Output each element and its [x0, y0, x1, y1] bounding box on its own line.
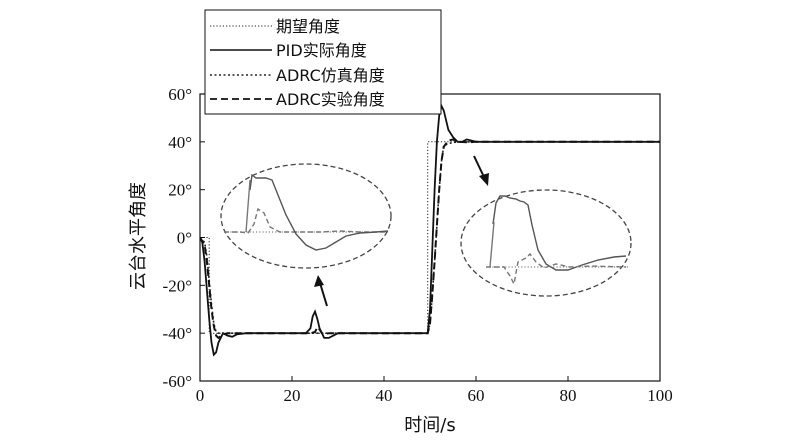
x-tick-label: 0	[196, 386, 205, 405]
y-tick-label: 20°	[168, 181, 192, 200]
x-tick-label: 100	[647, 386, 673, 405]
legend-label-adrc-sim: ADRC仿真角度	[276, 66, 385, 85]
legend-box	[204, 9, 442, 115]
zoom-right-adrc-exp	[486, 252, 627, 287]
zoom-left-step	[245, 179, 251, 233]
zoom-arrow-left	[314, 275, 328, 307]
y-axis-title: 云台水平角度	[128, 182, 149, 290]
zoom-left-pid	[249, 173, 389, 251]
series-line-pid	[200, 103, 660, 357]
x-tick-label: 20	[284, 386, 301, 405]
zoom-arrow-right	[473, 155, 489, 186]
zoom-ellipse-left	[220, 163, 392, 269]
y-tick-label: -20°	[163, 276, 192, 295]
y-tick-label: 0°	[177, 229, 192, 248]
series-line-adrc-exp	[200, 138, 660, 340]
x-axis-title: 时间/s	[404, 415, 455, 436]
zoom-inset-left	[220, 163, 392, 269]
legend-label-adrc-exp: ADRC实验角度	[276, 90, 385, 109]
x-tick-label: 40	[376, 386, 393, 405]
y-tick-label: 60°	[168, 85, 192, 104]
x-tick-label: 80	[560, 386, 577, 405]
legend: 期望角度 PID实际角度 ADRC仿真角度 ADRC实验角度	[204, 9, 442, 115]
zoom-ellipse-right	[460, 189, 632, 297]
legend-label-desired: 期望角度	[276, 17, 340, 36]
zoom-inset-right	[460, 189, 632, 297]
y-tick-label: -60°	[163, 372, 192, 391]
legend-label-pid: PID实际角度	[276, 41, 367, 60]
zoom-right-step	[489, 221, 495, 268]
y-tick-label: -40°	[163, 324, 192, 343]
x-tick-label: 60	[468, 386, 485, 405]
y-tick-label: 40°	[168, 133, 192, 152]
zoom-right-pid	[492, 195, 627, 271]
zoom-left-adrc-exp	[224, 207, 388, 234]
